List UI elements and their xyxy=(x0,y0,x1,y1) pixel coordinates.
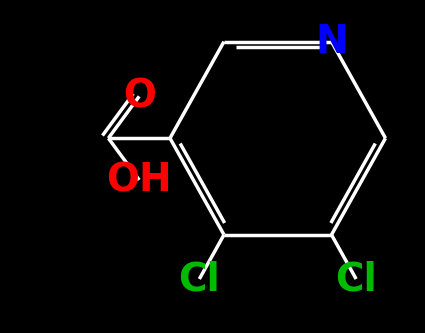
Text: N: N xyxy=(315,23,348,61)
Text: O: O xyxy=(123,77,156,115)
Text: Cl: Cl xyxy=(178,260,220,298)
Text: OH: OH xyxy=(106,161,172,199)
Text: Cl: Cl xyxy=(335,260,377,298)
